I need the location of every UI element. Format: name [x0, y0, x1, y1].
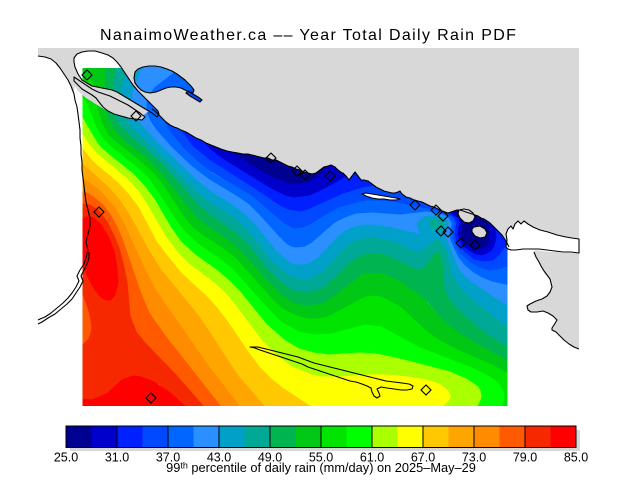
svg-text:61.0: 61.0 — [360, 451, 384, 465]
svg-text:99th percentile of daily rain: 99th percentile of daily rain (mm/day) o… — [166, 460, 476, 475]
svg-text:31.0: 31.0 — [105, 451, 129, 465]
svg-text:79.0: 79.0 — [513, 451, 537, 465]
svg-text:73.0: 73.0 — [462, 451, 486, 465]
svg-text:37.0: 37.0 — [156, 451, 180, 465]
svg-text:25.0: 25.0 — [54, 451, 78, 465]
svg-text:49.0: 49.0 — [258, 451, 282, 465]
svg-text:55.0: 55.0 — [309, 451, 333, 465]
svg-text:85.0: 85.0 — [564, 451, 588, 465]
svg-text:43.0: 43.0 — [207, 451, 231, 465]
svg-text:67.0: 67.0 — [411, 451, 435, 465]
svg-text:NanaimoWeather.ca –– Year Tota: NanaimoWeather.ca –– Year Total Daily Ra… — [100, 27, 517, 44]
